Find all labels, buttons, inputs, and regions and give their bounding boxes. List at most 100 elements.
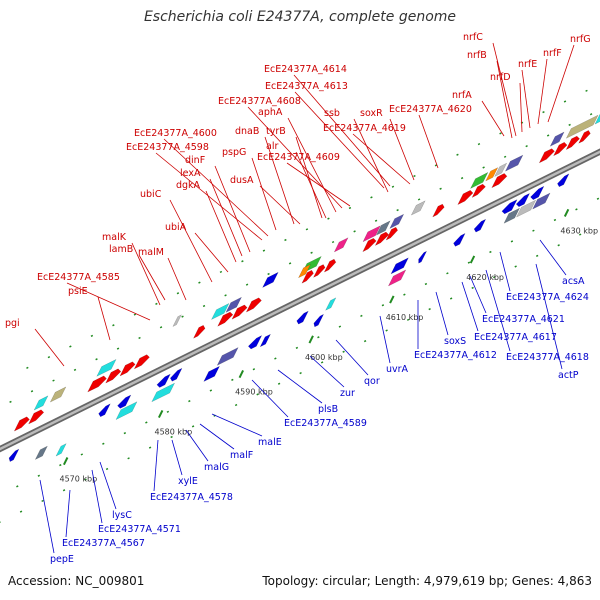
forward-gene-leader xyxy=(205,190,237,263)
reverse-gene-leader xyxy=(277,369,323,404)
reverse-gene-leader xyxy=(153,439,159,492)
tick-label: 4610 kbp xyxy=(386,313,424,322)
forward-gene-arrow xyxy=(312,264,326,278)
reverse-gene-block xyxy=(115,401,138,421)
forward-gene-leader xyxy=(131,242,161,306)
forward-gene-label: EcE24377A_4619 xyxy=(323,123,406,134)
forward-gene-arrow xyxy=(133,354,150,370)
reverse-gene-label: malF xyxy=(230,450,253,461)
forward-gene-label: nrfF xyxy=(543,48,562,59)
forward-gene-label: nrfA xyxy=(452,90,472,101)
tick-mark xyxy=(157,409,164,419)
forward-gene-block xyxy=(225,296,243,313)
reverse-gene-label: soxS xyxy=(444,336,466,347)
forward-gene-block xyxy=(469,171,489,190)
forward-gene-leader xyxy=(294,91,385,189)
tick-label: 4590 kbp xyxy=(235,388,273,397)
reverse-gene-leader xyxy=(539,239,567,276)
forward-gene-leader xyxy=(163,138,269,237)
accession-text: Accession: NC_009801 xyxy=(8,574,145,588)
reverse-gene-arrow xyxy=(473,218,487,233)
forward-gene-leader xyxy=(295,151,327,219)
reverse-gene-label: qor xyxy=(364,376,380,387)
reverse-gene-block xyxy=(532,192,551,210)
forward-gene-label: pspG xyxy=(222,147,246,158)
reverse-gene-label: EcE24377A_4624 xyxy=(506,292,589,303)
reverse-gene-arrow xyxy=(296,310,309,325)
forward-gene-arrow xyxy=(538,148,555,164)
forward-gene-label: pgi xyxy=(5,318,20,329)
reverse-gene-block xyxy=(515,199,537,218)
forward-gene-label: ubiA xyxy=(165,222,187,233)
reverse-gene-leader xyxy=(91,469,103,524)
forward-gene-arrow xyxy=(105,368,122,384)
forward-gene-leader xyxy=(293,74,391,187)
forward-gene-arrow xyxy=(245,297,262,313)
forward-gene-label: alr xyxy=(266,141,278,152)
forward-gene-leader xyxy=(389,118,415,181)
forward-gene-label: lexA xyxy=(180,168,201,179)
reverse-gene-block xyxy=(216,346,239,366)
reverse-gene-arrow xyxy=(169,367,183,382)
forward-gene-arrow xyxy=(385,226,399,241)
forward-gene-arrow xyxy=(553,141,568,157)
forward-gene-block xyxy=(210,302,230,321)
forward-gene-label: nrfG xyxy=(570,34,591,45)
reverse-gene-arrow xyxy=(98,403,111,418)
forward-gene-block xyxy=(33,395,49,411)
forward-gene-label: ssb xyxy=(324,108,340,119)
reverse-gene-block xyxy=(390,257,409,275)
forward-gene-leader xyxy=(547,44,575,123)
forward-gene-block xyxy=(389,213,405,230)
forward-gene-label: EcE24377A_4620 xyxy=(389,104,472,115)
reverse-gene-leader xyxy=(99,461,117,510)
tick-label: 4630 kbp xyxy=(560,227,598,236)
forward-gene-label: dnaB xyxy=(235,126,259,137)
forward-gene-label: nrfB xyxy=(467,50,487,61)
forward-gene-label: dusA xyxy=(230,175,254,186)
forward-gene-label: EcE24377A_4614 xyxy=(264,64,347,75)
reverse-gene-leader xyxy=(211,413,263,437)
reverse-gene-leader xyxy=(469,275,487,314)
forward-gene-label: ubiC xyxy=(140,189,162,200)
reverse-gene-arrow xyxy=(557,173,570,188)
reverse-gene-leader xyxy=(335,339,369,376)
reverse-gene-leader xyxy=(185,429,209,462)
forward-gene-leader xyxy=(259,185,301,225)
forward-gene-arrow xyxy=(87,375,107,393)
reverse-gene-label: zur xyxy=(340,388,355,399)
tick-label: 4600 kbp xyxy=(305,353,343,362)
reverse-gene-leader xyxy=(39,479,55,554)
tick-mark xyxy=(308,335,314,344)
forward-gene-arrow xyxy=(119,361,136,377)
map-title: Escherichia coli E24377A, complete genom… xyxy=(143,9,457,25)
forward-gene-label: lamB xyxy=(109,244,133,255)
reverse-gene-label: EcE24377A_4567 xyxy=(62,538,145,549)
reverse-gene-block xyxy=(34,445,48,461)
reverse-gene-label: actP xyxy=(558,370,579,381)
reverse-gene-arrow xyxy=(156,373,171,388)
forward-gene-arrow xyxy=(491,173,508,189)
forward-gene-block xyxy=(362,225,381,243)
reverse-gene-block xyxy=(151,382,176,403)
reverse-gene-label: EcE24377A_4617 xyxy=(474,332,557,343)
reverse-gene-block xyxy=(503,207,521,224)
forward-gene-leader xyxy=(287,117,337,213)
forward-gene-label: nrfD xyxy=(490,72,511,83)
tick-label: 4580 kbp xyxy=(155,428,193,437)
tick-mark xyxy=(238,370,244,379)
forward-gene-block xyxy=(504,154,524,172)
reverse-gene-label: EcE24377A_4571 xyxy=(98,524,181,535)
reverse-gene-arrow xyxy=(313,313,325,328)
reverse-gene-leader xyxy=(485,269,511,352)
forward-gene-label: EcE24377A_4585 xyxy=(37,272,120,283)
reverse-gene-leader xyxy=(65,489,71,538)
forward-gene-block xyxy=(49,386,67,403)
forward-gene-leader xyxy=(492,42,517,137)
forward-gene-arrow xyxy=(362,237,377,253)
forward-gene-label: EcE24377A_4613 xyxy=(265,81,348,92)
forward-gene-block xyxy=(494,162,508,178)
reverse-gene-label: acsA xyxy=(562,276,585,287)
forward-gene-label: nrfC xyxy=(463,32,483,43)
